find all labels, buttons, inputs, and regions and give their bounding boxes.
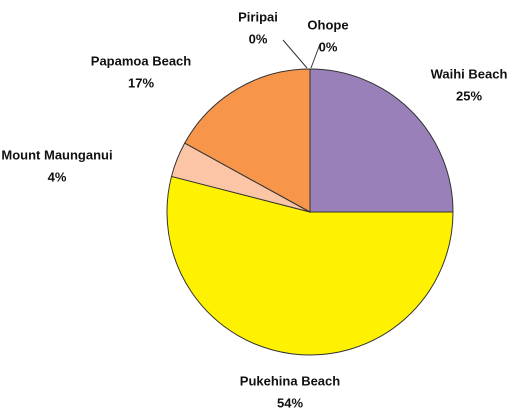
slice-label: Pukehina Beach <box>240 373 340 388</box>
slice-value-label: 25% <box>456 88 482 103</box>
slice-value-label: 0% <box>249 31 268 46</box>
pie-slice <box>309 68 454 213</box>
pie-slice <box>166 175 454 356</box>
leader-line <box>310 43 321 69</box>
slice-label: Waihi Beach <box>431 66 508 81</box>
slice-label: Papamoa Beach <box>91 53 191 68</box>
slice-value-label: 4% <box>48 169 67 184</box>
slice-value-label: 17% <box>128 75 154 90</box>
leader-line <box>282 39 308 69</box>
slice-value-label: 54% <box>277 395 303 410</box>
pie-slice <box>184 68 311 213</box>
slice-value-label: 0% <box>319 39 338 54</box>
slice-label: Ohope <box>307 17 348 32</box>
slice-label: Piripai <box>238 9 278 24</box>
slice-label: Mount Maunganui <box>1 147 112 162</box>
